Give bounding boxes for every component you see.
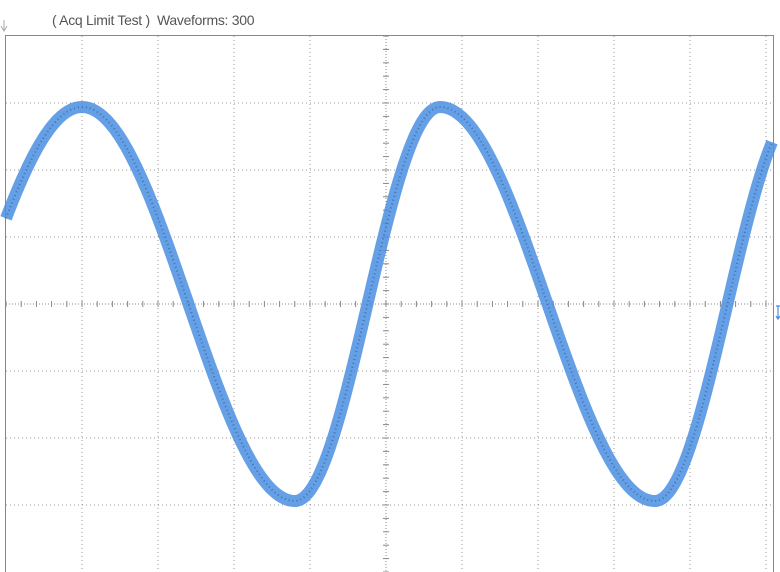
top-marker <box>0 20 8 32</box>
waveform <box>0 101 778 507</box>
status-title: ( Acq Limit Test ) Waveforms: 300 <box>52 12 255 28</box>
graticule-frame <box>5 35 774 572</box>
graticule <box>5 35 773 572</box>
trigger-marker <box>775 305 780 321</box>
waveform-core <box>5 105 773 502</box>
